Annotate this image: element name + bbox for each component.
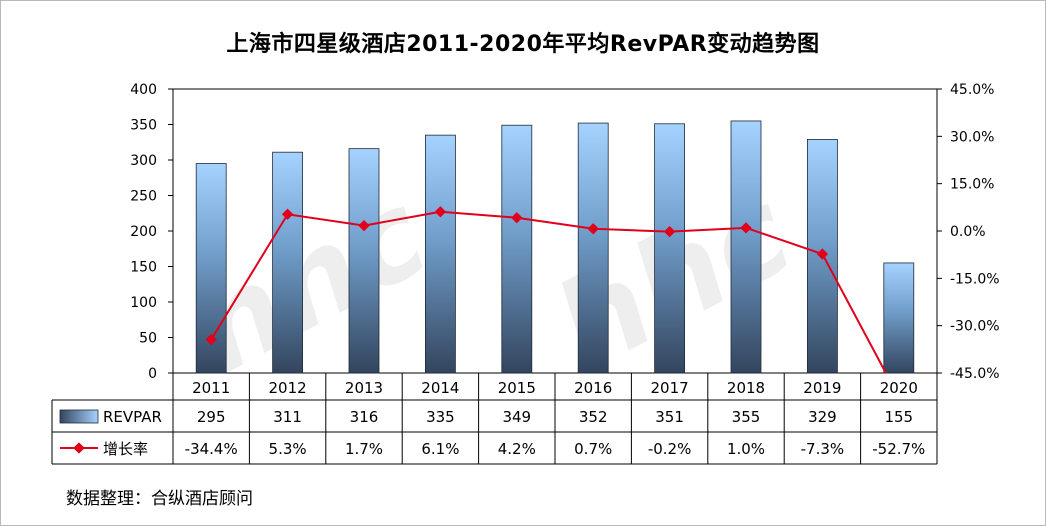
- growth-point: [434, 206, 447, 218]
- y-left-tick-label: 150: [130, 260, 157, 276]
- table-cell-growth: 0.7%: [574, 440, 612, 458]
- table-cell-revpar: 311: [273, 408, 302, 426]
- bar-revpar: [883, 262, 915, 374]
- table-cell-growth: 6.1%: [421, 440, 459, 458]
- x-tick-label: 2011: [192, 379, 230, 397]
- growth-point: [205, 333, 217, 346]
- x-tick-label: 2017: [651, 379, 689, 397]
- bar-revpar: [577, 122, 609, 374]
- table-cell-growth: -7.3%: [801, 440, 845, 458]
- table-cell-revpar: 335: [426, 408, 455, 426]
- bar-revpar: [654, 123, 685, 374]
- y-left-tick-label: 100: [130, 295, 157, 311]
- y-left-tick-label: 200: [130, 224, 157, 240]
- y-left-tick-label: 250: [130, 189, 157, 205]
- x-tick-label: 2012: [269, 379, 307, 397]
- x-tick-label: 2016: [574, 379, 612, 397]
- table-cell-revpar: 329: [808, 408, 837, 426]
- growth-point: [587, 223, 599, 235]
- table-cell-revpar: 155: [884, 408, 913, 426]
- chart-title: 上海市四星级酒店2011-2020年平均RevPAR变动趋势图: [226, 32, 820, 57]
- legend-key-revpar: [59, 409, 99, 424]
- y-right-tick-label: 45.0%: [950, 82, 994, 98]
- y-right-tick-label: 30.0%: [950, 129, 994, 145]
- y-right-tick-label: -45.0%: [950, 366, 1000, 382]
- table-cell-growth: 1.0%: [727, 440, 765, 458]
- table-cell-revpar: 295: [197, 408, 226, 426]
- table-cell-revpar: 316: [350, 408, 379, 426]
- y-left-tick-label: 0: [148, 366, 157, 382]
- table-cell-growth: 4.2%: [498, 440, 536, 458]
- x-tick-label: 2019: [803, 379, 841, 397]
- watermark: hhc hhc: [170, 163, 813, 402]
- y-left-tick-label: 50: [139, 331, 157, 347]
- growth-point: [816, 248, 829, 260]
- bar-revpar: [195, 163, 227, 374]
- source-note: 数据整理：合纵酒店顾问: [66, 489, 253, 509]
- y-left-tick-label: 400: [130, 82, 157, 98]
- table-cell-growth: 1.7%: [345, 440, 383, 458]
- x-tick-label: 2018: [727, 379, 765, 397]
- bar-revpar: [424, 134, 456, 374]
- growth-point: [740, 222, 752, 234]
- bar-revpar: [730, 120, 762, 374]
- data-table: 2011 2012 2013 2014 2015 2016 2017 2018 2019 2020…: [51, 373, 938, 465]
- bar-revpar: [348, 148, 380, 374]
- y-right-tick-label: 0.0%: [950, 224, 986, 240]
- y-left-tick-label: 350: [130, 118, 157, 134]
- table-cell-growth: -52.7%: [872, 440, 925, 458]
- y-right-tick-label: 15.0%: [950, 177, 994, 193]
- growth-point: [281, 208, 294, 220]
- growth-line: [210, 210, 887, 373]
- legend-label-growth: 增长率: [103, 440, 148, 458]
- y-right-tick-label: -15.0%: [950, 271, 1000, 287]
- table-cell-growth: 5.3%: [269, 440, 307, 458]
- table-cell-growth: -34.4%: [185, 440, 238, 458]
- table-cell-revpar: 352: [579, 408, 608, 426]
- table-cell-growth: -0.2%: [648, 440, 692, 458]
- y-left-tick-label: 300: [130, 153, 157, 169]
- bar-revpar: [272, 151, 304, 374]
- table-cell-revpar: 349: [502, 408, 531, 426]
- x-tick-label: 2014: [421, 379, 459, 397]
- plot-area: 0 50 100 150 200 250 300 350 400 -45.0% -30.0% -15.…: [130, 82, 1000, 382]
- x-tick-label: 2020: [880, 379, 918, 397]
- x-tick-label: 2015: [498, 379, 536, 397]
- x-tick-label: 2013: [345, 379, 383, 397]
- legend-marker-growth: [73, 442, 85, 454]
- growth-point: [511, 212, 523, 224]
- growth-point: [663, 225, 676, 238]
- legend-label-revpar: REVPAR: [103, 408, 162, 426]
- table-cell-revpar: 355: [732, 408, 761, 426]
- y-right-tick-label: -30.0%: [950, 319, 1000, 335]
- bar-revpar: [501, 124, 533, 374]
- growth-point: [358, 219, 370, 232]
- table-cell-revpar: 351: [655, 408, 684, 426]
